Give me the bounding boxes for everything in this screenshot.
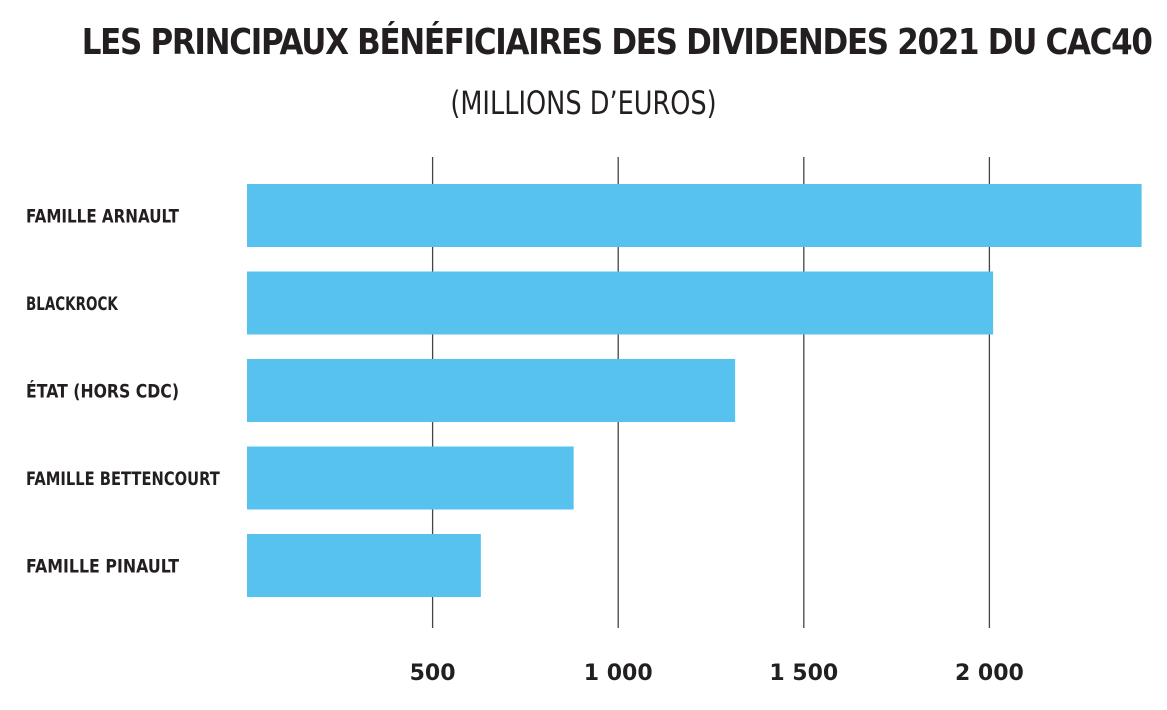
bars (247, 184, 1142, 597)
bar-5 (247, 534, 481, 597)
x-tick-label-2000: 2 000 (955, 661, 1024, 686)
x-tick-label-500: 500 (410, 661, 456, 686)
chart-title: LES PRINCIPAUX BÉNÉFICIAIRES DES DIVIDEN… (81, 22, 1153, 63)
bar-3 (247, 359, 736, 422)
x-tick-labels: 500 1 000 1 500 2 000 (410, 661, 1024, 686)
x-tick-label-1500: 1 500 (769, 661, 838, 686)
category-label-3: ÉTAT (HORS CDC) (26, 380, 179, 403)
category-label-5: FAMILLE PINAULT (26, 556, 179, 578)
category-label-4: FAMILLE BETTENCOURT (26, 468, 220, 490)
bar-1 (247, 184, 1142, 247)
x-tick-label-1000: 1 000 (584, 661, 653, 686)
category-label-2: BLACKROCK (26, 293, 119, 315)
chart-subtitle: (MILLIONS D’EUROS) (450, 84, 717, 122)
category-labels: FAMILLE ARNAULT BLACKROCK ÉTAT (HORS CDC) F… (26, 206, 220, 578)
bar-2 (247, 271, 994, 335)
bar-4 (247, 446, 574, 510)
category-label-1: FAMILLE ARNAULT (26, 206, 179, 228)
